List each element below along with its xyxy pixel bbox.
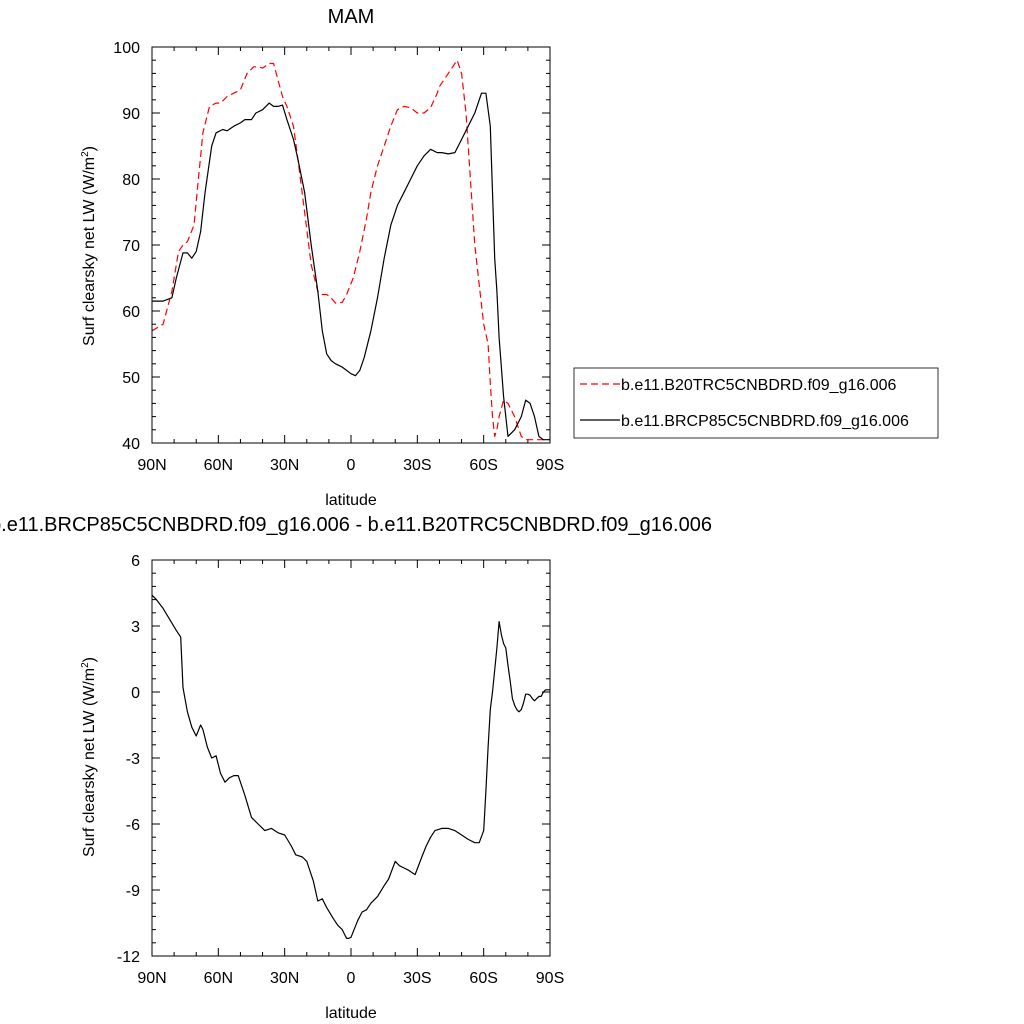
y-tick-label: 0 [131,685,140,702]
bottom-xlabel: latitude [325,1005,377,1022]
y-tick-label: 60 [122,304,140,321]
x-tick-label: 30N [270,457,299,474]
top-series-group [151,59,550,441]
bottom-chart-title: b.e11.BRCP85C5CNBDRD.f09_g16.006 - b.e11… [0,514,712,536]
y-tick-label: 40 [122,436,140,453]
y-tick-label: 100 [113,40,140,57]
top-ylabel-main: Surf clearsky net LW (W/m [81,157,98,346]
y-tick-label: 70 [122,238,140,255]
bottom-series-line-0 [151,594,550,940]
x-tick-label: 0 [347,970,356,987]
y-tick-label: 50 [122,370,140,387]
x-tick-label: 60S [469,970,497,987]
y-tick-label: -9 [126,883,140,900]
x-tick-label: 0 [347,457,356,474]
y-tick-label: -6 [126,817,140,834]
x-tick-label: 30N [270,970,299,987]
legend-label-1: b.e11.BRCP85C5CNBDRD.f09_g16.006 [621,413,909,430]
bottom-plot-frame [151,559,551,957]
svg-text:Surf clearsky net LW (W/m2): Surf clearsky net LW (W/m2) [80,657,98,857]
legend: b.e11.B20TRC5CNBDRD.f09_g16.006 b.e11.BR… [573,367,939,439]
bottom-grid-ticks: 90N 60N 30N 0 30S 60S 90S -12 -9 -6 -3 0 3 6 [117,553,564,987]
x-tick-label: 90N [137,970,166,987]
top-chart-title: MAM [328,6,375,28]
x-tick-label: 30S [403,457,431,474]
x-tick-label: 60N [204,457,233,474]
top-series-line-0 [151,59,550,441]
y-tick-label: 6 [131,553,140,570]
top-ylabel-end: ) [81,146,98,151]
top-grid-ticks: 90N 60N 30N 0 30S 60S 90S 40 50 60 70 80 90 100 [113,40,564,474]
legend-box [573,367,939,439]
y-tick-label: 90 [122,106,140,123]
bottom-ylabel-main: Surf clearsky net LW (W/m [81,668,98,857]
y-tick-label: 3 [131,619,140,636]
bottom-series-group [151,594,550,940]
top-plot-frame [151,46,551,444]
top-series-line-1 [152,92,550,441]
y-tick-label: -12 [117,949,140,966]
bottom-ylabel: Surf clearsky net LW (W/m2) [80,657,98,857]
top-panel: MAM Surf clearsky net LW (W/m2) latitude… [80,6,564,509]
x-tick-label: 60S [469,457,497,474]
legend-label-0: b.e11.B20TRC5CNBDRD.f09_g16.006 [621,377,897,394]
y-tick-label: 80 [122,172,140,189]
x-tick-label: 90N [137,457,166,474]
top-xlabel: latitude [325,492,377,509]
x-tick-label: 30S [403,970,431,987]
top-ylabel-sup: 2 [80,151,91,157]
x-tick-label: 60N [204,970,233,987]
bottom-ylabel-sup: 2 [80,662,91,668]
bottom-panel: b.e11.BRCP85C5CNBDRD.f09_g16.006 - b.e11… [0,514,712,1022]
x-tick-label: 90S [536,970,564,987]
top-ylabel: Surf clearsky net LW (W/m2) [80,146,98,346]
y-tick-label: -3 [126,751,140,768]
bottom-ylabel-end: ) [81,657,98,662]
svg-text:Surf clearsky net LW (W/m2): Surf clearsky net LW (W/m2) [80,146,98,346]
x-tick-label: 90S [536,457,564,474]
